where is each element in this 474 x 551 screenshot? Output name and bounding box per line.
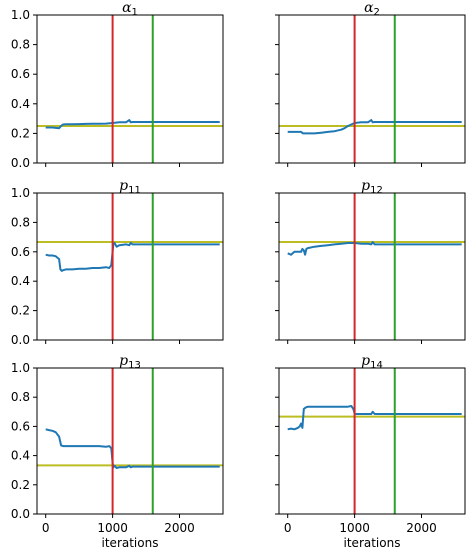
- series-line: [287, 405, 462, 431]
- x-tick-label: 2000: [164, 521, 195, 535]
- axes-frame: [36, 367, 224, 515]
- subplot-title: α2: [364, 0, 380, 18]
- subplot-2: α2: [275, 0, 466, 167]
- plot-area: [279, 15, 465, 163]
- x-tick-label: 1000: [339, 521, 370, 535]
- y-tick-label: 0.2: [11, 126, 30, 140]
- y-tick-label: 0.8: [11, 38, 30, 52]
- x-tick-label: 0: [42, 521, 50, 535]
- plot-area: [279, 193, 465, 340]
- subplot-title: α1: [122, 0, 138, 18]
- y-tick-label: 1.0: [11, 8, 30, 22]
- y-tick-label: 1.0: [11, 361, 30, 375]
- plot-content: [37, 368, 223, 514]
- y-tick-label: 0.6: [11, 419, 30, 433]
- y-tick-label: 0.6: [11, 245, 30, 259]
- subplot-title: p12: [361, 178, 383, 196]
- y-tick-label: 1.0: [11, 186, 30, 200]
- subplot-title: p13: [119, 353, 141, 371]
- subplot-title: p14: [361, 353, 383, 371]
- plot-area: [37, 193, 223, 340]
- y-tick-label: 0.0: [11, 333, 30, 347]
- y-tick-label: 0.4: [11, 449, 30, 463]
- series-line: [45, 242, 220, 272]
- plot-content: [37, 15, 223, 163]
- plot-content: [279, 15, 465, 163]
- subplot-1: 0.0 0.2 0.4 0.6 0.8 1.0 α1: [11, 0, 224, 170]
- plot-content: [279, 368, 465, 514]
- axes-frame: [278, 14, 466, 164]
- plot-area: [37, 368, 223, 514]
- series-line: [287, 241, 462, 256]
- subplot-3: 0.0 0.2 0.4 0.6 0.8 1.0 p11: [11, 178, 224, 347]
- plot-content: [279, 193, 465, 340]
- x-tick-label: 0: [284, 521, 292, 535]
- x-tick-label: 2000: [406, 521, 437, 535]
- axes-frame: [278, 192, 466, 341]
- plot-area: [37, 15, 223, 163]
- axes-frame: [36, 14, 224, 164]
- x-axis-label: iterations: [344, 536, 401, 550]
- y-tick-label: 0.4: [11, 97, 30, 111]
- subplot-title: p11: [119, 178, 141, 196]
- subplot-5: 0.0 0.2 0.4 0.6 0.8 1.0 0 1000 2000 p13 iterations: [11, 353, 224, 550]
- y-tick-label: 0.0: [11, 156, 30, 170]
- y-tick-label: 0.8: [11, 215, 30, 229]
- x-tick-label: 1000: [97, 521, 128, 535]
- y-tick-label: 0.2: [11, 304, 30, 318]
- y-tick-label: 0.6: [11, 67, 30, 81]
- series-line: [287, 119, 462, 135]
- y-tick-label: 0.4: [11, 274, 30, 288]
- x-axis-label: iterations: [102, 536, 159, 550]
- axes-frame: [278, 367, 466, 515]
- axes-frame: [36, 192, 224, 341]
- subplot-6: 0 1000 2000 p14 iterations: [275, 353, 466, 550]
- subplot-4: p12: [275, 178, 466, 344]
- plot-area: [279, 368, 465, 514]
- y-tick-label: 0.8: [11, 390, 30, 404]
- series-line: [45, 119, 220, 130]
- y-tick-label: 0.0: [11, 507, 30, 521]
- y-tick-label: 0.2: [11, 478, 30, 492]
- plot-content: [37, 193, 223, 340]
